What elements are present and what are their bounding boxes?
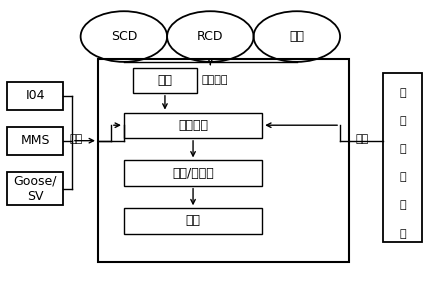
Bar [98, 59, 349, 262]
Text: 诊断: 诊断 [186, 214, 201, 227]
Text: Goose/
SV: Goose/ SV [14, 174, 57, 203]
Text: 选: 选 [399, 144, 406, 154]
Text: 择: 择 [399, 172, 406, 182]
Bar [7, 172, 64, 205]
Bar [383, 73, 422, 242]
Bar [133, 67, 198, 93]
Text: 筛选: 筛选 [355, 134, 368, 144]
Text: 点表: 点表 [290, 30, 304, 43]
Text: 人: 人 [399, 88, 406, 98]
Text: 验收匹配: 验收匹配 [178, 119, 208, 132]
Bar [124, 208, 262, 234]
Bar [7, 127, 64, 155]
Text: 自动验收: 自动验收 [202, 75, 228, 85]
Text: RCD: RCD [197, 30, 224, 43]
Text: 比对: 比对 [157, 74, 173, 87]
Bar [124, 160, 262, 186]
Text: I04: I04 [25, 89, 45, 102]
Text: SCD: SCD [111, 30, 137, 43]
Text: 警: 警 [399, 228, 406, 238]
Text: 提取: 提取 [70, 134, 83, 144]
Text: MMS: MMS [21, 134, 50, 147]
Text: 告: 告 [399, 200, 406, 210]
Bar [7, 82, 64, 110]
Bar [124, 113, 262, 138]
Text: 通过/未通过: 通过/未通过 [172, 166, 214, 180]
Text: 工: 工 [399, 116, 406, 126]
